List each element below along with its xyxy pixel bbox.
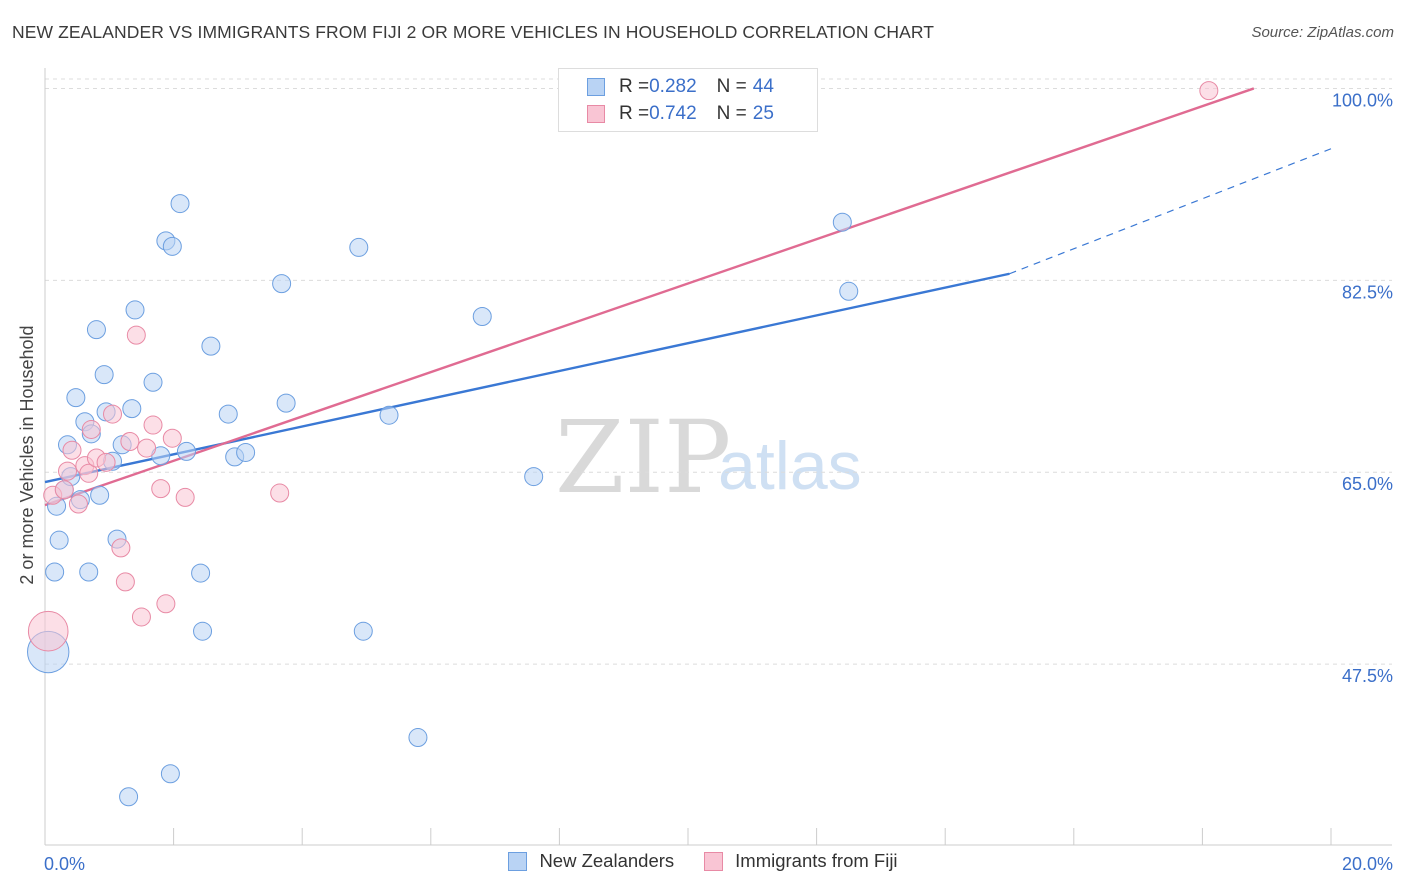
data-point-new-zealanders [79,562,99,582]
data-point-new-zealanders [176,441,196,461]
data-point-immigrants-from-fiji [162,428,182,448]
data-point-immigrants-from-fiji [81,419,101,439]
data-point-new-zealanders [49,530,69,550]
legend-label-new-zealanders: New Zealanders [539,850,675,871]
data-point-new-zealanders [349,237,369,257]
data-point-immigrants-from-fiji [156,594,176,614]
data-point-immigrants-from-fiji [137,438,157,458]
data-point-new-zealanders [162,236,182,256]
data-point-immigrants-from-fiji [27,610,69,652]
y-tick-label: 65.0% [1342,474,1393,494]
legend-label-immigrants-from-fiji: Immigrants from Fiji [735,850,898,871]
data-point-new-zealanders [353,621,373,641]
data-point-new-zealanders [218,404,238,424]
data-point-new-zealanders [170,194,190,214]
trend-line-immigrants-from-fiji [44,87,1255,507]
y-tick-label: 100.0% [1332,90,1393,110]
watermark-zip: ZIP [555,399,731,516]
data-point-immigrants-from-fiji [79,463,99,483]
data-point-immigrants-from-fiji [68,494,88,514]
trend-line-new-zealanders [44,272,1010,484]
legend-row-immigrants-from-fiji: R = 0.742 N = 25 [587,101,774,127]
legend-swatch-blue [587,78,605,96]
data-point-immigrants-from-fiji [115,572,135,592]
legend-n-value: 44 [752,76,774,97]
x-tick-label: 20.0% [1342,854,1393,874]
data-point-immigrants-from-fiji [120,432,140,452]
legend-item-immigrants-from-fiji[interactable]: Immigrants from Fiji [704,850,898,872]
data-point-new-zealanders [201,336,221,356]
data-point-new-zealanders [272,274,292,294]
legend-r-value: 0.282 [649,76,697,97]
data-point-immigrants-from-fiji [1199,81,1219,101]
x-tick-label: 0.0% [44,854,85,874]
source-label: Source: ZipAtlas.com [1251,24,1394,41]
data-point-immigrants-from-fiji [62,440,82,460]
legend-r-label: R = [619,103,650,124]
data-point-immigrants-from-fiji [175,487,195,507]
data-point-new-zealanders [125,300,145,320]
legend-n-label: N = [716,103,747,124]
chart-title: NEW ZEALANDER VS IMMIGRANTS FROM FIJI 2 … [12,22,935,42]
trend-line-new-zealanders-extension [1009,148,1332,275]
legend-r-value: 0.742 [649,103,697,124]
data-point-immigrants-from-fiji [126,325,146,345]
data-point-new-zealanders [119,787,139,807]
legend-swatch-pink [587,105,605,123]
stats-legend: R = 0.282 N = 44 R = 0.742 N = 25 [558,68,818,132]
data-point-immigrants-from-fiji [270,483,290,503]
legend-n-value: 25 [752,103,774,124]
data-point-new-zealanders [276,393,296,413]
data-point-immigrants-from-fiji [111,538,131,558]
data-point-new-zealanders [193,621,213,641]
data-point-immigrants-from-fiji [54,480,74,500]
legend-row-new-zealanders: R = 0.282 N = 44 [587,74,774,100]
data-point-new-zealanders [191,563,211,583]
legend-swatch-blue [508,851,528,871]
data-point-new-zealanders [45,562,65,582]
legend-n-label: N = [716,76,747,97]
data-point-new-zealanders [236,442,256,462]
y-tick-label: 47.5% [1342,666,1393,686]
data-point-immigrants-from-fiji [143,415,163,435]
data-point-new-zealanders [160,764,180,784]
series-legend: New Zealanders Immigrants from Fiji [0,850,1406,872]
legend-r-label: R = [619,76,650,97]
data-point-immigrants-from-fiji [131,607,151,627]
data-point-new-zealanders [472,307,492,327]
y-tick-label: 82.5% [1342,282,1393,302]
data-point-new-zealanders [122,399,142,419]
y-axis-title: 2 or more Vehicles in Household [17,325,37,584]
data-point-new-zealanders [66,388,86,408]
data-point-immigrants-from-fiji [151,479,171,499]
data-point-immigrants-from-fiji [96,452,116,472]
data-point-new-zealanders [832,212,852,232]
watermark-atlas: atlas [718,428,862,504]
data-point-new-zealanders [408,728,428,748]
legend-swatch-pink [704,851,724,871]
data-point-new-zealanders [379,405,399,425]
legend-item-new-zealanders[interactable]: New Zealanders [508,850,674,872]
data-point-immigrants-from-fiji [58,461,78,481]
data-point-new-zealanders [524,467,544,487]
data-point-immigrants-from-fiji [103,404,123,424]
data-point-new-zealanders [839,281,859,301]
data-point-new-zealanders [90,485,110,505]
data-point-new-zealanders [86,320,106,340]
data-point-new-zealanders [143,372,163,392]
data-point-new-zealanders [94,365,114,385]
